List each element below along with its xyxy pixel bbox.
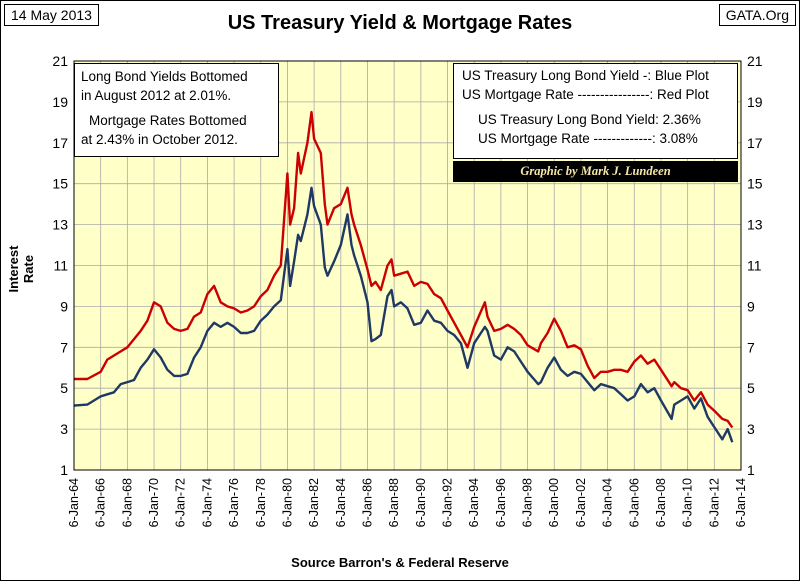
x-tick-label: 6-Jan-94 (467, 478, 481, 527)
y-tick-label: 11 (53, 258, 68, 274)
y-tick-label: 3 (60, 421, 68, 437)
y-tick-label: 3 (747, 421, 755, 437)
treasury-yield-line (73, 186, 734, 443)
x-tick-label: 6-Jan-98 (521, 478, 535, 527)
y-tick-label: 17 (52, 135, 68, 151)
x-tick-label: 6-Jan-06 (627, 478, 641, 527)
current-mortgage-rate: US Mortgage Rate -------------: 3.08% (478, 131, 698, 146)
x-tick-label: 6-Jan-04 (601, 478, 615, 527)
x-tick-label: 6-Jan-84 (334, 478, 348, 527)
plot-border (73, 60, 742, 471)
y-tick-label: 1 (747, 462, 755, 478)
y-tick-label: 17 (747, 135, 763, 151)
chart-title: US Treasury Yield & Mortgage Rates (227, 12, 573, 34)
y-tick-label: 13 (52, 217, 68, 233)
y-tick-label: 21 (52, 53, 68, 69)
x-axis-label: Source Barron's & Federal Reserve (291, 555, 509, 570)
x-tick-label: 6-Jan-74 (200, 478, 214, 527)
annotation-line: at 2.43% in October 2012. (81, 132, 238, 147)
y-tick-label: 13 (747, 217, 763, 233)
x-tick-label: 6-Jan-78 (254, 478, 268, 527)
x-tick-label: 6-Jan-66 (94, 478, 108, 527)
x-tick-label: 6-Jan-76 (227, 478, 241, 527)
annotation-line: Long Bond Yields Bottomed (81, 69, 248, 84)
y-tick-label: 11 (747, 258, 762, 274)
y-tick-label: 1 (60, 462, 68, 478)
y-tick-label: 7 (60, 339, 68, 355)
y-tick-label: 21 (747, 53, 763, 69)
x-tick-label: 6-Jan-88 (387, 478, 401, 527)
series-group (73, 110, 734, 443)
mortgage-rate-line (74, 110, 734, 429)
annotation-line: Mortgage Rates Bottomed (89, 113, 247, 128)
x-tick-label: 6-Jan-02 (574, 478, 588, 527)
legend-box: US Treasury Long Bond Yield -: Blue Plot… (453, 63, 738, 159)
source-label: GATA.Org (718, 4, 796, 26)
x-tick-label: 6-Jan-92 (441, 478, 455, 527)
x-tick-label: 6-Jan-12 (707, 478, 721, 527)
y-tick-label: 5 (747, 380, 755, 396)
x-tick-label: 6-Jan-10 (681, 478, 695, 527)
x-tick-label: 6-Jan-72 (174, 478, 188, 527)
x-tick-label: 6-Jan-14 (734, 478, 748, 527)
y-tick-label: 7 (747, 339, 755, 355)
y-axis-label: Interest Rate (6, 245, 36, 293)
x-tick-label: 6-Jan-90 (414, 478, 428, 527)
x-tick-label: 6-Jan-86 (360, 478, 374, 527)
date-label: 14 May 2013 (4, 4, 99, 26)
y-tick-label: 9 (747, 298, 755, 314)
y-tick-label: 15 (747, 176, 763, 192)
annotation-line: in August 2012 at 2.01%. (81, 88, 232, 103)
x-tick-label: 6-Jan-00 (547, 478, 561, 527)
x-tick-labels: 6-Jan-64 6-Jan-66 6-Jan-68 6-Jan-70 6-Jan-72… (67, 478, 748, 527)
legend-treasury: US Treasury Long Bond Yield -: Blue Plot (462, 68, 709, 83)
x-tick-label: 6-Jan-80 (280, 478, 294, 527)
x-tick-label: 6-Jan-70 (147, 478, 161, 527)
bottom-annotation-box: Long Bond Yields Bottomed in August 2012… (74, 63, 279, 157)
legend-mortgage: US Mortgage Rate ----------------: Red P… (462, 87, 709, 102)
y-tick-label: 5 (60, 380, 68, 396)
x-tick-label: 6-Jan-68 (120, 478, 134, 527)
y-tick-label: 19 (747, 94, 763, 110)
y-tick-label: 19 (52, 94, 68, 110)
graphic-credit: Graphic by Mark J. Lundeen (453, 161, 738, 182)
x-tick-label: 6-Jan-08 (654, 478, 668, 527)
x-tick-label: 6-Jan-64 (67, 478, 81, 527)
y-tick-label: 9 (60, 298, 68, 314)
x-tick-label: 6-Jan-96 (494, 478, 508, 527)
x-tick-label: 6-Jan-82 (307, 478, 321, 527)
current-treasury-yield: US Treasury Long Bond Yield: 2.36% (478, 112, 701, 127)
y-tick-label: 15 (52, 176, 68, 192)
